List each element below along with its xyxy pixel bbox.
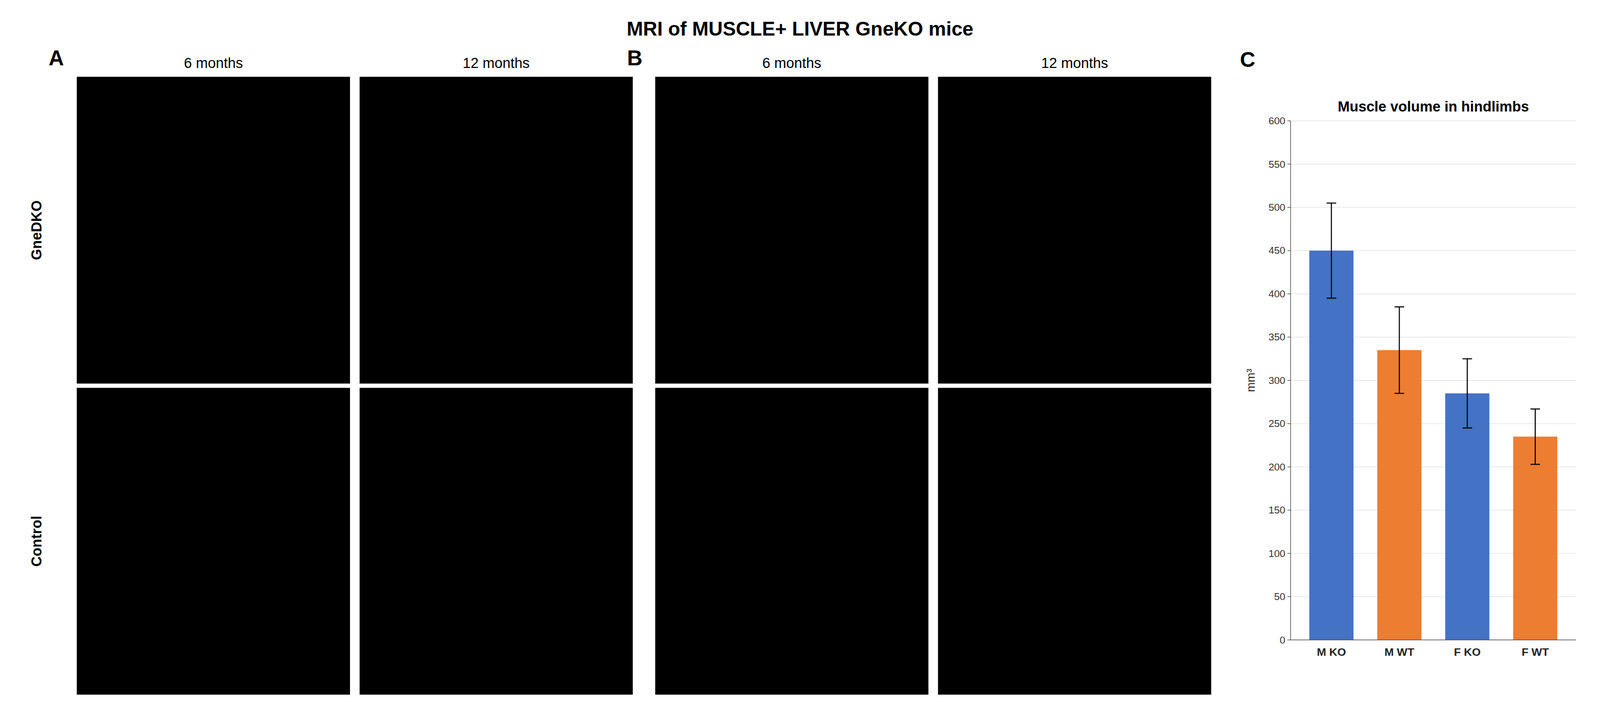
y-tick bbox=[1287, 640, 1291, 641]
mri-image bbox=[938, 387, 1212, 695]
x-axis bbox=[1290, 640, 1577, 641]
y-tick-label: 250 bbox=[1268, 418, 1286, 430]
y-tick bbox=[1287, 336, 1291, 338]
y-axis-label: mm³ bbox=[1244, 368, 1258, 393]
mri-image bbox=[938, 77, 1212, 385]
mri-image bbox=[77, 77, 351, 385]
grid bbox=[1290, 121, 1577, 641]
figure-title: MRI of MUSCLE+ LIVER GneKO mice bbox=[626, 18, 974, 40]
y-tick-label: 600 bbox=[1268, 115, 1286, 127]
x-tick-label: F WT bbox=[1521, 645, 1549, 659]
column-header: 12 months bbox=[462, 55, 530, 72]
y-tick bbox=[1287, 380, 1291, 381]
bar bbox=[1445, 393, 1490, 641]
bar bbox=[1377, 350, 1422, 641]
y-tick bbox=[1287, 423, 1291, 424]
y-tick bbox=[1287, 466, 1291, 468]
y-tick-label: 0 bbox=[1279, 634, 1286, 646]
y-tick-label: 550 bbox=[1268, 158, 1286, 170]
figure: MRI of MUSCLE+ LIVER GneKO mice 6 months 1… bbox=[0, 0, 1600, 711]
y-tick-label: 200 bbox=[1268, 461, 1286, 473]
mri-image bbox=[654, 387, 929, 695]
y-axis bbox=[1290, 121, 1291, 641]
y-tick bbox=[1287, 250, 1291, 251]
mri-image bbox=[359, 77, 633, 385]
error-bar bbox=[1530, 409, 1540, 465]
y-tick bbox=[1287, 207, 1291, 208]
x-tick-label: M KO bbox=[1316, 645, 1347, 659]
grid-line bbox=[1290, 207, 1577, 208]
column-header: 12 months bbox=[1041, 55, 1109, 72]
error-bar bbox=[1462, 359, 1472, 429]
column-header: 6 months bbox=[762, 55, 822, 72]
mri-image bbox=[654, 77, 929, 385]
panel-label: B bbox=[626, 46, 643, 70]
bar bbox=[1513, 436, 1558, 641]
y-tick-label: 350 bbox=[1268, 331, 1286, 343]
y-tick-label: 500 bbox=[1268, 201, 1286, 214]
panel-label: C bbox=[1239, 47, 1256, 72]
y-tick bbox=[1287, 596, 1291, 598]
y-tick-label: 100 bbox=[1268, 548, 1286, 560]
grid-line bbox=[1290, 120, 1577, 122]
y-tick bbox=[1287, 553, 1291, 555]
error-bar bbox=[1394, 307, 1404, 394]
chart-title: Muscle volume in hindlimbs bbox=[1337, 98, 1529, 115]
column-header: 6 months bbox=[183, 55, 243, 72]
grid-line bbox=[1290, 164, 1577, 165]
row-label: Control bbox=[28, 515, 45, 567]
x-tick-label: M WT bbox=[1384, 645, 1415, 659]
y-tick bbox=[1287, 164, 1291, 165]
y-tick-label: 400 bbox=[1268, 288, 1286, 300]
y-tick-label: 150 bbox=[1268, 504, 1286, 516]
x-tick-label: F KO bbox=[1453, 645, 1481, 659]
error-bar bbox=[1326, 202, 1336, 299]
bars bbox=[1309, 202, 1558, 641]
y-tick bbox=[1287, 509, 1291, 511]
background bbox=[0, 0, 1600, 711]
y-tick-label: 50 bbox=[1273, 591, 1285, 603]
bar bbox=[1309, 250, 1354, 641]
y-tick-label: 300 bbox=[1268, 375, 1286, 387]
row-label: GneDKO bbox=[28, 200, 45, 261]
panel-label: A bbox=[48, 46, 65, 70]
grid-line bbox=[1290, 640, 1577, 641]
bar-chart: 0 50 100 150 200 250 300 350 400 450 500 550 600 M KO… bbox=[1244, 98, 1577, 659]
y-tick-label: 450 bbox=[1268, 244, 1286, 257]
y-tick bbox=[1287, 293, 1291, 295]
mri-image bbox=[77, 387, 351, 695]
y-tick bbox=[1287, 120, 1291, 122]
mri-image bbox=[359, 387, 633, 695]
